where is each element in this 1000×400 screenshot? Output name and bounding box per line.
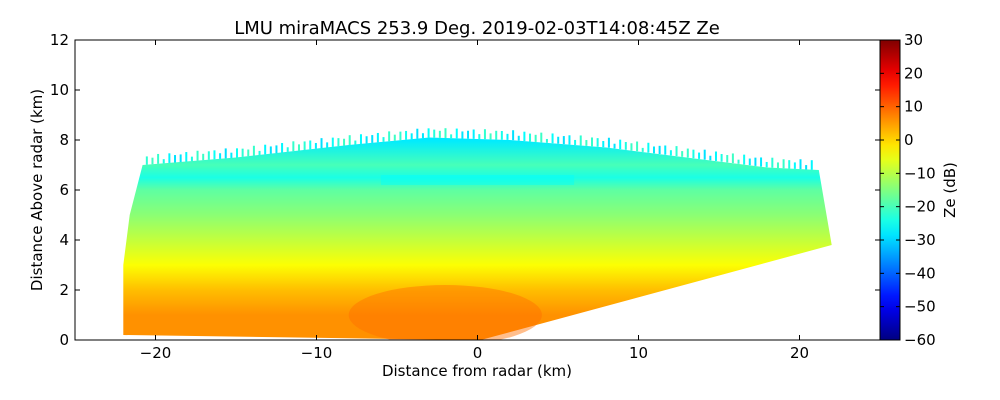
y-axis-label: Distance Above radar (km) xyxy=(28,89,46,291)
colorbar-tick-label: 10 xyxy=(904,98,923,116)
colorbar-tick-label: −50 xyxy=(904,298,936,316)
echo-top-spikes xyxy=(145,128,813,170)
colorbar xyxy=(879,39,901,341)
echo-layer xyxy=(123,128,832,340)
x-tick-label: −10 xyxy=(301,344,333,362)
colorbar-tick-label: 30 xyxy=(904,31,923,49)
echo-layer-band xyxy=(380,175,575,185)
x-axis-ticks: −20 −10 0 10 20 xyxy=(140,40,809,362)
colorbar-tick-label: −40 xyxy=(904,264,936,282)
colorbar-tick-label: −30 xyxy=(904,231,936,249)
y-tick-label: 10 xyxy=(50,81,69,99)
y-tick-label: 0 xyxy=(59,331,69,349)
colorbar-label: Ze (dB) xyxy=(941,162,959,218)
x-tick-label: −20 xyxy=(140,344,172,362)
x-tick-label: 0 xyxy=(473,344,483,362)
colorbar-tick-label: 0 xyxy=(904,131,914,149)
y-tick-label: 12 xyxy=(50,31,69,49)
colorbar-tick-label: −10 xyxy=(904,164,936,182)
x-axis-label: Distance from radar (km) xyxy=(382,362,572,380)
x-tick-label: 10 xyxy=(629,344,648,362)
y-tick-label: 2 xyxy=(59,281,69,299)
y-tick-label: 8 xyxy=(59,131,69,149)
colorbar-tick-label: 20 xyxy=(904,64,923,82)
y-tick-label: 4 xyxy=(59,231,69,249)
y-axis-ticks: 0 2 4 6 8 10 12 xyxy=(50,31,880,349)
colorbar-tick-label: −20 xyxy=(904,198,936,216)
colorbar-ticks: 30 20 10 0 −10 −20 −30 −40 −50 −60 xyxy=(880,31,936,349)
echo-area xyxy=(123,137,832,340)
chart-title: LMU miraMACS 253.9 Deg. 2019-02-03T14:08… xyxy=(234,18,720,39)
y-tick-label: 6 xyxy=(59,181,69,199)
colorbar-tick-label: −60 xyxy=(904,331,936,349)
x-tick-label: 20 xyxy=(790,344,809,362)
echo-core xyxy=(348,285,542,340)
